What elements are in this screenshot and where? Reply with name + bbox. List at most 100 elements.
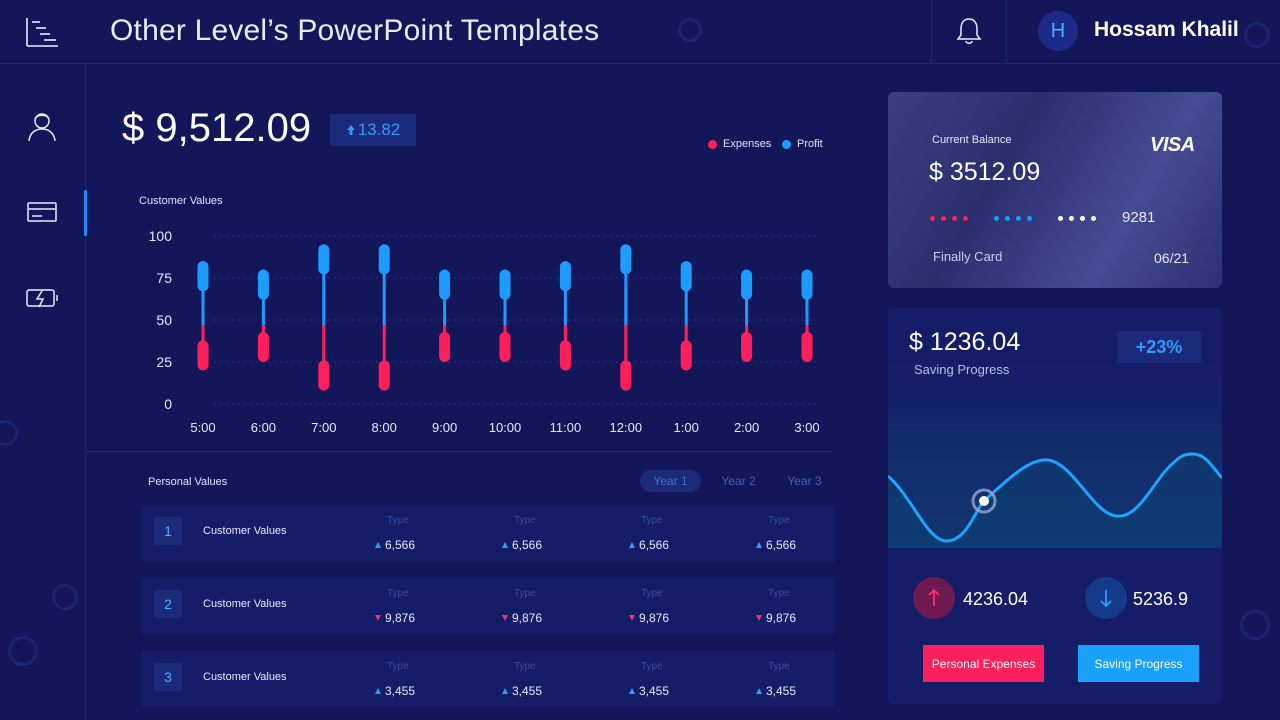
cell-value-text: 9,876	[766, 611, 797, 625]
cell-value: 9,876	[629, 611, 669, 625]
visa-logo: VISA	[1150, 134, 1195, 156]
row-number: 1	[154, 517, 182, 545]
x-tick-label: 10:00	[489, 420, 522, 435]
x-tick-label: 11:00	[550, 420, 582, 435]
cell-type-label: Type	[768, 661, 790, 672]
profit-bar[interactable]	[741, 269, 753, 300]
profit-bar[interactable]	[559, 261, 571, 292]
arrow-down-icon	[1085, 577, 1127, 619]
cell-type-label: Type	[514, 661, 536, 672]
cell-value-text: 3,455	[766, 684, 797, 698]
section-divider	[87, 451, 832, 452]
delta-badge: 13.82	[330, 114, 416, 146]
expenses-bar[interactable]	[439, 332, 451, 362]
table-label: Personal Values	[148, 476, 228, 488]
card-amount: $ 3512.09	[929, 158, 1041, 186]
cell-type-label: Type	[641, 588, 663, 599]
card-number-group	[930, 216, 968, 221]
sidebar	[0, 64, 86, 720]
x-tick-label: 9:00	[432, 420, 457, 435]
table-row[interactable]: 2 Customer Values Type 9,876 Type 9,876 Type 9,…	[142, 578, 834, 634]
legend-label: Expenses	[723, 138, 772, 150]
cell-type-label: Type	[387, 661, 409, 672]
expenses-bar[interactable]	[559, 340, 571, 371]
triangle-down-icon	[756, 615, 762, 621]
expenses-bar[interactable]	[257, 332, 269, 362]
triangle-down-icon	[502, 615, 508, 621]
y-tick-label: 50	[156, 312, 172, 328]
cell-value: 6,566	[502, 538, 542, 552]
cell-value-text: 3,455	[385, 684, 416, 698]
profit-bar[interactable]	[378, 244, 390, 275]
profit-bar[interactable]	[680, 261, 692, 292]
cell-value-text: 3,455	[512, 684, 543, 698]
cell-value: 9,876	[375, 611, 415, 625]
cell-value: 6,566	[375, 538, 415, 552]
menu-icon[interactable]	[22, 14, 62, 50]
x-tick-label: 2:00	[734, 420, 759, 435]
header: Other Level’s PowerPoint Templates H Hos…	[0, 0, 1280, 64]
cell-value: 3,455	[375, 684, 415, 698]
user-name[interactable]: Hossam Khalil	[1094, 18, 1239, 41]
stat-down-value: 5236.9	[1133, 589, 1189, 609]
triangle-up-icon	[502, 542, 508, 548]
x-tick-label: 7:00	[311, 420, 336, 435]
header-divider	[931, 0, 932, 64]
saving-panel: $ 1236.04 Saving Progress +23% 4236.04 5…	[888, 308, 1222, 704]
table-row[interactable]: 3 Customer Values Type 3,455 Type 3,455 Type 3,…	[142, 651, 834, 707]
expenses-bar[interactable]	[741, 332, 753, 362]
expenses-bar[interactable]	[499, 332, 511, 362]
tab-year-1[interactable]: Year 1	[640, 470, 701, 492]
row-number: 2	[154, 590, 182, 618]
arrow-up-icon	[913, 577, 955, 619]
profit-bar[interactable]	[801, 269, 813, 300]
profit-bar[interactable]	[499, 269, 511, 300]
customer-values-chart: 100 75 50 25 0 5:00 6:00 7:00 8:00 9:00 10:00 11:00…	[149, 228, 820, 435]
credit-card[interactable]: Current Balance $ 3512.09 VISA 9281 Fina…	[888, 92, 1222, 288]
saving-amount: $ 1236.04	[909, 328, 1021, 356]
card-expiry: 06/21	[1154, 250, 1190, 266]
personal-expenses-button[interactable]: Personal Expenses	[923, 645, 1044, 682]
triangle-up-icon	[375, 688, 381, 694]
cell-value: 9,876	[502, 611, 542, 625]
card-last4: 9281	[1122, 209, 1156, 226]
tab-year-3[interactable]: Year 3	[787, 474, 822, 488]
cell-type-label: Type	[768, 588, 790, 599]
credit-card-icon[interactable]	[24, 194, 60, 230]
card-label: Current Balance	[932, 134, 1012, 146]
expenses-bar[interactable]	[620, 360, 632, 391]
profit-bar[interactable]	[318, 244, 330, 275]
bell-icon[interactable]	[955, 16, 983, 46]
triangle-up-icon	[629, 542, 635, 548]
x-tick-label: 6:00	[251, 420, 276, 435]
card-number-group	[994, 216, 1032, 221]
delta-value: 13.82	[357, 120, 401, 139]
row-name: Customer Values	[203, 671, 287, 683]
expenses-bar[interactable]	[318, 360, 330, 391]
cell-type-label: Type	[514, 588, 536, 599]
legend-dot	[708, 139, 717, 149]
x-tick-label: 8:00	[372, 420, 397, 435]
profit-bar[interactable]	[257, 269, 269, 300]
profit-bar[interactable]	[439, 269, 451, 300]
legend-label: Profit	[797, 138, 823, 150]
expenses-bar[interactable]	[197, 340, 209, 371]
expenses-bar[interactable]	[378, 360, 390, 391]
cell-type-label: Type	[387, 588, 409, 599]
profit-bar[interactable]	[620, 244, 632, 275]
cell-value-text: 3,455	[639, 684, 670, 698]
stat-up-value: 4236.04	[963, 589, 1029, 609]
x-tick-label: 1:00	[674, 420, 699, 435]
profit-bar[interactable]	[197, 261, 209, 292]
expenses-bar[interactable]	[801, 332, 813, 362]
tab-year-2[interactable]: Year 2	[721, 474, 756, 488]
x-tick-label: 3:00	[794, 420, 819, 435]
expenses-bar[interactable]	[680, 340, 692, 371]
avatar[interactable]: H	[1038, 11, 1078, 51]
battery-charging-icon[interactable]	[24, 280, 60, 316]
table-row[interactable]: 1 Customer Values Type 6,566 Type 6,566 Type 6,…	[142, 505, 834, 561]
triangle-up-icon	[502, 688, 508, 694]
cell-value-text: 9,876	[385, 611, 416, 625]
user-icon[interactable]	[24, 108, 60, 144]
saving-progress-button[interactable]: Saving Progress	[1078, 645, 1199, 682]
